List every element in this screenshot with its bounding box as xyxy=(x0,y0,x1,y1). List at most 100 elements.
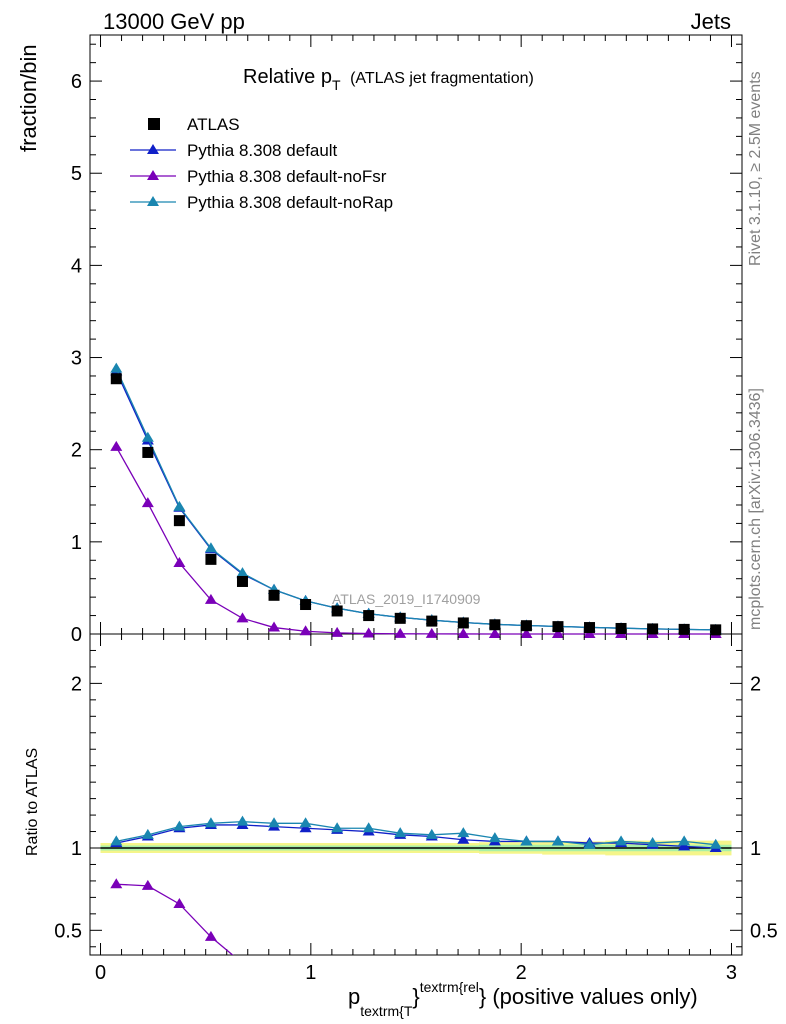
ratio-series-marker xyxy=(268,817,281,828)
atlas-data-point xyxy=(394,612,406,624)
ratio-series-marker xyxy=(173,820,186,831)
series-marker xyxy=(110,362,123,373)
series-marker xyxy=(204,593,217,604)
atlas-data-point xyxy=(300,599,312,611)
main-ytick-label: 3 xyxy=(71,348,82,370)
ratio-series-marker xyxy=(426,1005,438,1015)
ratio-series-marker xyxy=(300,992,312,1002)
ratio-series-marker xyxy=(646,837,659,848)
series-marker xyxy=(141,497,154,508)
main-ytick-label: 0 xyxy=(71,624,82,646)
ratio-series-marker xyxy=(110,878,123,889)
ratio-series-marker xyxy=(331,998,343,1008)
series-marker xyxy=(173,557,186,568)
ratio-series-marker xyxy=(425,828,438,839)
ratio-series-marker xyxy=(141,828,154,839)
analysis-id: ATLAS_2019_I1740909 xyxy=(332,591,481,607)
x-axis-label-p: p xyxy=(348,984,360,1009)
atlas-data-point xyxy=(647,623,659,635)
ratio-series-marker xyxy=(678,835,691,846)
ratio-series-marker xyxy=(520,835,533,846)
atlas-data-point xyxy=(457,617,469,629)
atlas-data-point xyxy=(142,446,154,458)
ratio-ytick-label: 0.5 xyxy=(54,920,82,942)
ratio-series-marker xyxy=(457,833,470,844)
ratio-series-marker xyxy=(204,817,217,828)
x-tick-label: 1 xyxy=(305,962,316,984)
atlas-data-point xyxy=(363,610,375,622)
ratio-series-line xyxy=(116,821,716,846)
atlas-data-point xyxy=(268,589,280,601)
atlas-data-point xyxy=(520,620,532,632)
series-marker xyxy=(173,500,186,511)
series-marker xyxy=(236,612,249,623)
ratio-ylabel: Ratio to ATLAS xyxy=(24,748,41,856)
main-ticks: 0 1 2 3 4 5 6 xyxy=(71,35,742,646)
x-tick-label: 2 xyxy=(516,962,527,984)
ratio-series xyxy=(110,815,722,1017)
atlas-data-point xyxy=(552,621,564,633)
main-ytick-label: 2 xyxy=(71,440,82,462)
series-marker xyxy=(110,440,123,451)
series-marker xyxy=(204,542,217,553)
x-axis-label: ptextrm{T}textrm{rel} (positive values o… xyxy=(348,979,698,1019)
ratio-series-group xyxy=(110,815,722,1017)
main-ytick-label: 1 xyxy=(71,532,82,554)
ratio-series-marker xyxy=(710,1007,722,1017)
rivet-label: Rivet 3.1.10, ≥ 2.5M events xyxy=(747,71,764,266)
ratio-series-marker xyxy=(110,835,123,846)
legend-label: Pythia 8.308 default-noRap xyxy=(187,193,393,212)
series-marker xyxy=(425,627,438,638)
ratio-ytick-label-right: 1 xyxy=(750,838,761,860)
ratio-series-marker xyxy=(394,827,407,838)
atlas-data-point xyxy=(205,553,217,565)
ratio-series-marker xyxy=(236,815,249,826)
main-title-suffix: (ATLAS jet fragmentation) xyxy=(350,70,534,87)
series-marker xyxy=(457,627,470,638)
series-marker xyxy=(331,626,344,637)
x-axis-label-sub: textrm{T xyxy=(360,1003,413,1019)
atlas-data-point xyxy=(584,622,596,634)
series-marker xyxy=(236,567,249,578)
ratio-plot-frame xyxy=(89,633,743,956)
ratio-series-marker xyxy=(362,822,375,833)
series-marker xyxy=(141,431,154,442)
ratio-series-marker xyxy=(331,822,344,833)
legend: ATLAS Pythia 8.308 default Pythia 8.308 de… xyxy=(130,115,393,212)
atlas-data-point xyxy=(236,575,248,587)
ratio-series-marker xyxy=(457,827,470,838)
ratio-series-line xyxy=(116,824,716,849)
ratio-series-marker xyxy=(268,979,280,989)
series-marker xyxy=(299,625,312,636)
atlas-data-point xyxy=(489,619,501,631)
series-marker xyxy=(394,627,407,638)
mcplots-label: mcplots.cern.ch [arXiv:1306.3436] xyxy=(747,388,764,630)
legend-marker xyxy=(147,196,159,206)
series-marker xyxy=(551,627,564,638)
ratio-series-marker xyxy=(173,897,186,908)
x-tick-label: 0 xyxy=(95,962,106,984)
ratio-series-marker xyxy=(488,832,501,843)
atlas-data-point xyxy=(678,623,690,635)
series-marker xyxy=(362,627,375,638)
ratio-ytick-label-right: 0.5 xyxy=(750,920,778,942)
atlas-data-point xyxy=(615,622,627,634)
ratio-series-marker xyxy=(615,835,628,846)
main-series xyxy=(110,362,722,638)
ratio-series-marker xyxy=(551,835,564,846)
ratio-series-marker xyxy=(299,817,312,828)
ratio-series-marker xyxy=(709,838,722,849)
ratio-series-marker xyxy=(457,1007,469,1017)
series-marker xyxy=(488,627,501,638)
ratio-series-marker xyxy=(204,930,217,941)
main-ytick-label: 4 xyxy=(71,255,82,277)
legend-label: ATLAS xyxy=(187,115,240,134)
series-marker xyxy=(268,621,281,632)
header-left: 13000 GeV pp xyxy=(103,9,245,34)
atlas-data-point xyxy=(110,373,122,385)
main-ytick-label: 5 xyxy=(71,163,82,185)
ratio-ytick-label-right: 2 xyxy=(750,673,761,695)
x-tick-label: 3 xyxy=(726,962,737,984)
main-title-sub: T xyxy=(332,77,341,93)
